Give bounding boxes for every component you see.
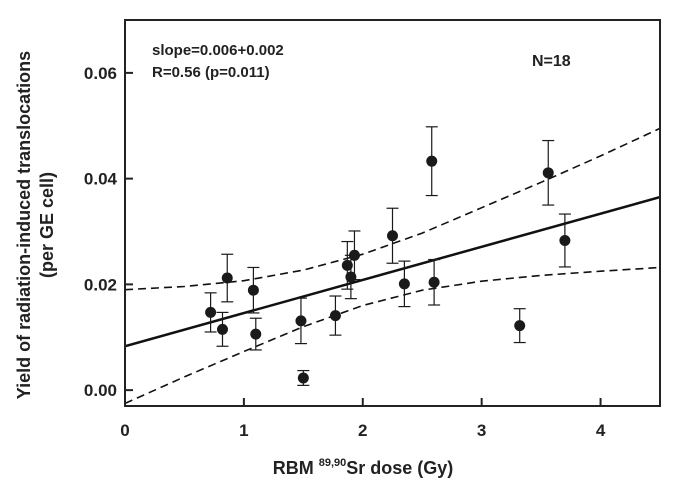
x-tick-label: 1 — [239, 421, 248, 440]
x-tick-label: 3 — [477, 421, 486, 440]
x-tick-label: 4 — [596, 421, 606, 440]
data-point — [204, 292, 217, 333]
point-marker — [216, 323, 228, 335]
y-tick-label: 0.04 — [84, 170, 118, 189]
y-axis-title-line1: Yield of radiation-induced translocation… — [14, 51, 34, 399]
data-point — [247, 266, 260, 314]
x-axis-title-suffix: Sr dose (Gy) — [346, 458, 453, 478]
data-point — [542, 139, 555, 206]
data-point — [221, 253, 234, 303]
n-annotation: N=18 — [532, 53, 571, 70]
point-marker — [428, 276, 440, 288]
regression-line — [125, 195, 660, 348]
point-marker — [426, 155, 438, 167]
data-point — [294, 297, 307, 345]
lower-confidence-band — [125, 266, 660, 405]
r-annotation: R=0.56 (p=0.011) — [152, 64, 270, 81]
data-point — [329, 295, 342, 336]
point-marker — [398, 278, 410, 290]
y-tick-label: 0.02 — [84, 275, 117, 294]
point-marker — [559, 234, 571, 246]
data-point — [216, 311, 229, 347]
point-marker — [247, 284, 259, 296]
x-tick-label: 2 — [358, 421, 367, 440]
point-marker — [297, 372, 309, 384]
data-point — [297, 369, 310, 386]
y-axis-title-line2: (per GE cell) — [37, 172, 57, 278]
data-point — [398, 260, 411, 308]
point-marker — [221, 272, 233, 284]
data-point — [341, 240, 354, 290]
point-marker — [341, 259, 353, 271]
x-axis-title: RBM 89,90Sr dose (Gy) — [273, 457, 454, 478]
axis-ticks: 0 1 2 3 4 0.00 0.02 0.04 0.06 — [84, 64, 606, 440]
data-point — [513, 308, 526, 344]
point-marker — [205, 306, 217, 318]
point-marker — [329, 310, 341, 322]
data-point — [428, 258, 441, 306]
point-marker — [348, 249, 360, 261]
y-tick-label: 0.06 — [84, 64, 117, 83]
plot-layer — [125, 126, 660, 405]
point-marker — [250, 328, 262, 340]
plot-frame — [124, 19, 661, 407]
y-tick-label: 0.00 — [84, 381, 117, 400]
data-point — [249, 317, 262, 351]
x-axis-title-superscript: 89,90 — [319, 457, 347, 469]
x-tick-label: 0 — [120, 421, 129, 440]
point-marker — [542, 167, 554, 179]
data-point — [386, 207, 399, 264]
data-point — [558, 213, 571, 268]
point-marker — [387, 230, 398, 242]
x-axis-title-prefix: RBM — [273, 458, 319, 478]
point-marker — [514, 320, 526, 332]
point-marker — [295, 315, 307, 327]
data-point — [425, 126, 438, 197]
slope-annotation: slope=0.006+0.002 — [152, 42, 284, 59]
data-point — [348, 230, 361, 281]
